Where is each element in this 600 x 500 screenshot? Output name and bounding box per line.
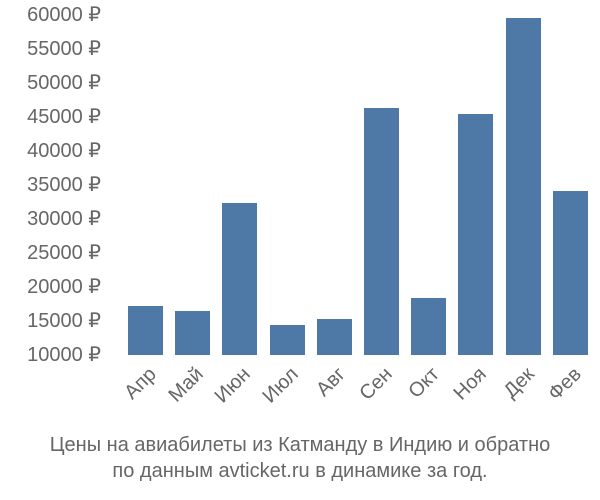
x-tick-label: Июл — [258, 363, 303, 408]
y-tick-label: 10000 ₽ — [27, 344, 101, 366]
x-tick-label: Дек — [499, 363, 539, 403]
bar-8 — [458, 114, 493, 355]
x-tick-label: Апр — [120, 363, 161, 404]
bar-7 — [411, 297, 446, 355]
caption-line-1: Цены на авиабилеты из Катманду в Индию и… — [49, 434, 551, 456]
x-tick-label: Авг — [312, 363, 350, 401]
y-tick-label: 60000 ₽ — [27, 4, 101, 26]
chart-caption: Цены на авиабилеты из Катманду в Индию и… — [0, 432, 600, 484]
y-tick-label: 50000 ₽ — [27, 72, 101, 94]
y-tick-label: 15000 ₽ — [27, 310, 101, 332]
bar-4 — [270, 325, 305, 355]
y-tick-label: 20000 ₽ — [27, 276, 101, 298]
y-tick-label: 30000 ₽ — [27, 208, 101, 230]
bar-chart: 10000 ₽ 15000 ₽ 20000 ₽ 25000 ₽ 30000 ₽ 35000… — [27, 4, 588, 408]
bar-2 — [175, 310, 210, 355]
x-tick-label: Окт — [404, 363, 444, 403]
y-tick-label: 25000 ₽ — [27, 242, 101, 264]
x-tick-label: Ноя — [449, 363, 491, 405]
bar-10 — [553, 191, 588, 355]
y-tick-label: 55000 ₽ — [27, 38, 101, 60]
x-tick-label: Фев — [544, 363, 586, 405]
bar-9 — [506, 17, 541, 355]
bar-3 — [222, 202, 257, 355]
x-tick-label: Май — [164, 363, 208, 407]
caption-line-2: по данным avticket.ru в динамике за год. — [112, 460, 488, 482]
y-tick-label: 40000 ₽ — [27, 140, 101, 162]
bar-6 — [364, 108, 399, 355]
y-tick-label: 35000 ₽ — [27, 174, 101, 196]
bar-5 — [317, 318, 352, 355]
y-tick-label: 45000 ₽ — [27, 106, 101, 128]
x-tick-label: Июн — [210, 363, 255, 408]
bar-1 — [128, 306, 163, 355]
x-tick-label: Сен — [355, 363, 397, 405]
